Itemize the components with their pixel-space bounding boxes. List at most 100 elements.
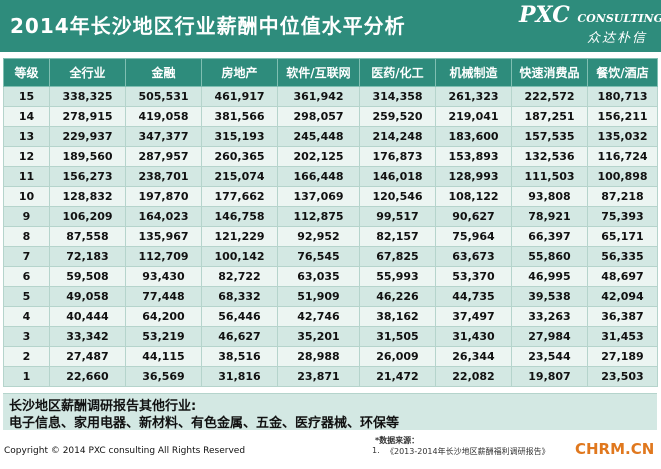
salary-cell: 229,937: [49, 126, 126, 147]
salary-cell: 33,263: [511, 306, 588, 327]
salary-cell: 197,870: [125, 186, 202, 207]
salary-cell: 26,009: [359, 346, 436, 367]
table-row: 3 33,342 53,219 46,627 35,201 31,505 31,430 27,…: [3, 326, 658, 347]
salary-cell: 146,758: [201, 206, 278, 227]
salary-cell: 183,600: [435, 126, 512, 147]
salary-cell: 100,142: [201, 246, 278, 267]
salary-cell: 22,082: [435, 366, 512, 387]
salary-cell: 21,472: [359, 366, 436, 387]
salary-cell: 132,536: [511, 146, 588, 167]
salary-cell: 31,453: [587, 326, 658, 347]
salary-cell: 238,701: [125, 166, 202, 187]
salary-cell: 338,325: [49, 86, 126, 107]
salary-cell: 99,517: [359, 206, 436, 227]
salary-cell: 314,358: [359, 86, 436, 107]
salary-cell: 287,957: [125, 146, 202, 167]
salary-cell: 461,917: [201, 86, 278, 107]
salary-cell: 63,035: [277, 266, 360, 287]
salary-cell: 82,722: [201, 266, 278, 287]
header-bar: 2014年长沙地区行业薪酬中位值水平分析 PXC CONSULTING 众达朴信: [0, 0, 661, 52]
salary-cell: 44,115: [125, 346, 202, 367]
salary-cell: 26,344: [435, 346, 512, 367]
salary-cell: 505,531: [125, 86, 202, 107]
salary-cell: 39,538: [511, 286, 588, 307]
salary-cell: 298,057: [277, 106, 360, 127]
pxc-logo: PXC CONSULTING 众达朴信: [519, 2, 661, 49]
table-header-row: 等级 全行业 金融 房地产 软件/互联网 医药/化工 机械制造 快速消费品 餐饮…: [3, 58, 658, 87]
salary-cell: 63,673: [435, 246, 512, 267]
column-header: 全行业: [49, 58, 126, 87]
grade-cell: 2: [3, 346, 50, 367]
salary-cell: 55,993: [359, 266, 436, 287]
salary-cell: 76,545: [277, 246, 360, 267]
salary-cell: 189,560: [49, 146, 126, 167]
salary-cell: 23,544: [511, 346, 588, 367]
salary-cell: 278,915: [49, 106, 126, 127]
salary-cell: 121,229: [201, 226, 278, 247]
grade-cell: 14: [3, 106, 50, 127]
salary-cell: 72,183: [49, 246, 126, 267]
salary-cell: 36,569: [125, 366, 202, 387]
salary-cell: 78,921: [511, 206, 588, 227]
grade-cell: 8: [3, 226, 50, 247]
data-source-label: *数据来源：: [375, 436, 420, 445]
data-source-number: 1.: [372, 446, 380, 455]
table-row: 12 189,560 287,957 260,365 202,125 176,873 153…: [3, 146, 658, 167]
salary-cell: 93,808: [511, 186, 588, 207]
salary-cell: 31,430: [435, 326, 512, 347]
grade-cell: 9: [3, 206, 50, 227]
grade-cell: 7: [3, 246, 50, 267]
salary-cell: 157,535: [511, 126, 588, 147]
table-row: 2 27,487 44,115 38,516 28,988 26,009 26,344 23,…: [3, 346, 658, 367]
column-header: 医药/化工: [359, 58, 436, 87]
salary-cell: 23,503: [587, 366, 658, 387]
salary-cell: 259,520: [359, 106, 436, 127]
salary-cell: 75,393: [587, 206, 658, 227]
salary-cell: 120,546: [359, 186, 436, 207]
logo-main-text: PXC: [519, 2, 570, 28]
salary-cell: 38,516: [201, 346, 278, 367]
logo-chinese-text: 众达朴信: [586, 31, 647, 46]
salary-cell: 215,074: [201, 166, 278, 187]
column-header: 等级: [3, 58, 50, 87]
salary-cell: 187,251: [511, 106, 588, 127]
salary-cell: 146,018: [359, 166, 436, 187]
salary-cell: 202,125: [277, 146, 360, 167]
salary-cell: 214,248: [359, 126, 436, 147]
salary-cell: 90,627: [435, 206, 512, 227]
column-header: 金融: [125, 58, 202, 87]
grade-cell: 4: [3, 306, 50, 327]
salary-cell: 19,807: [511, 366, 588, 387]
salary-cell: 38,162: [359, 306, 436, 327]
salary-cell: 419,058: [125, 106, 202, 127]
salary-cell: 65,171: [587, 226, 658, 247]
salary-cell: 59,508: [49, 266, 126, 287]
salary-cell: 77,448: [125, 286, 202, 307]
grade-cell: 10: [3, 186, 50, 207]
table-row: 6 59,508 93,430 82,722 63,035 55,993 53,370 46,…: [3, 266, 658, 287]
column-header: 餐饮/酒店: [587, 58, 658, 87]
column-header: 快速消费品: [511, 58, 588, 87]
salary-cell: 261,323: [435, 86, 512, 107]
logo-sub-text: CONSULTING: [577, 12, 661, 25]
grade-cell: 5: [3, 286, 50, 307]
table-row: 5 49,058 77,448 68,332 51,909 46,226 44,735 39,…: [3, 286, 658, 307]
grade-cell: 3: [3, 326, 50, 347]
salary-cell: 177,662: [201, 186, 278, 207]
note-industries: 电子信息、家用电器、新材料、有色金属、五金、医疗器械、环保等: [9, 416, 400, 431]
salary-cell: 68,332: [201, 286, 278, 307]
table-row: 1 22,660 36,569 31,816 23,871 21,472 22,082 19,…: [3, 366, 658, 387]
salary-cell: 46,226: [359, 286, 436, 307]
table-row: 9 106,209 164,023 146,758 112,875 99,517 90,62…: [3, 206, 658, 227]
table-row: 7 72,183 112,709 100,142 76,545 67,825 63,673 5…: [3, 246, 658, 267]
salary-cell: 56,446: [201, 306, 278, 327]
salary-cell: 27,984: [511, 326, 588, 347]
site-watermark: CHRM.CN: [575, 440, 655, 458]
salary-cell: 153,893: [435, 146, 512, 167]
table-row: 8 87,558 135,967 121,229 92,952 82,157 75,964 6…: [3, 226, 658, 247]
salary-cell: 347,377: [125, 126, 202, 147]
salary-cell: 111,503: [511, 166, 588, 187]
page-title: 2014年长沙地区行业薪酬中位值水平分析: [10, 14, 406, 38]
grade-cell: 12: [3, 146, 50, 167]
salary-cell: 381,566: [201, 106, 278, 127]
